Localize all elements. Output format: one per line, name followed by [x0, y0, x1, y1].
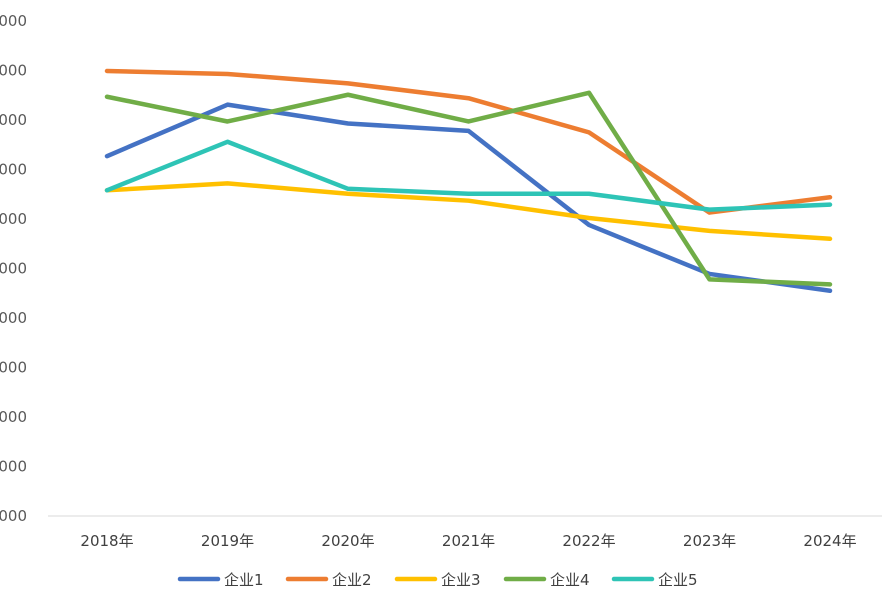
- y-tick-label: 000: [0, 210, 27, 228]
- series-line-5: [104, 139, 833, 212]
- x-tick-label: 2023年: [683, 532, 736, 550]
- y-tick-label: 000: [0, 359, 27, 377]
- y-tick-label: 000: [0, 260, 27, 278]
- x-tick-label: 2019年: [201, 532, 254, 550]
- x-tick-label: 2024年: [803, 532, 856, 550]
- series-line-1: [104, 102, 833, 294]
- x-tick-label: 2022年: [562, 532, 615, 550]
- series-line-3: [104, 181, 833, 242]
- legend-label-4: 企业4: [550, 571, 590, 589]
- series-line-4: [104, 90, 833, 287]
- x-axis: 2018年 2019年 2020年 2021年 2022年 2023年 2024年: [80, 532, 856, 550]
- legend-label-5: 企业5: [658, 571, 698, 589]
- y-tick-label: 000: [0, 161, 27, 179]
- x-tick-label: 2018年: [80, 532, 133, 550]
- y-tick-label: 000: [0, 507, 27, 525]
- series-line-2: [104, 68, 833, 215]
- legend-label-2: 企业2: [332, 571, 372, 589]
- series-group: [104, 68, 833, 294]
- y-tick-label: 000: [0, 12, 27, 30]
- x-tick-label: 2020年: [321, 532, 374, 550]
- legend-label-1: 企业1: [224, 571, 264, 589]
- y-tick-label: 000: [0, 62, 27, 80]
- legend-label-3: 企业3: [441, 571, 481, 589]
- y-tick-label: 000: [0, 111, 27, 129]
- y-tick-label: 000: [0, 458, 27, 476]
- y-tick-label: 000: [0, 309, 27, 327]
- y-tick-label: 000: [0, 408, 27, 426]
- legend: 企业1 企业2 企业3 企业4 企业5: [177, 571, 698, 589]
- x-tick-label: 2021年: [442, 532, 495, 550]
- y-axis: 000 000 000 000 000 000 000 000 000 000 000: [0, 12, 27, 525]
